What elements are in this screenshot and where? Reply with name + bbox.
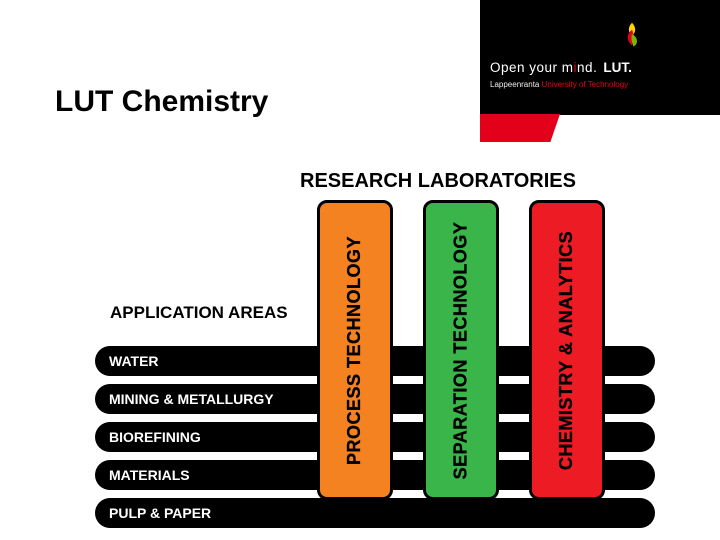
tagline: Open your mind. LUT. <box>490 60 715 75</box>
tagline-suffix: nd. <box>577 60 597 75</box>
bar-label: BIOREFINING <box>95 429 201 445</box>
bar-label: MINING & METALLURGY <box>95 391 274 407</box>
pillar-chemistry-analytics: CHEMISTRY & ANALYTICS <box>529 200 605 500</box>
pillar-label: SEPARATION TECHNOLOGY <box>451 221 472 479</box>
bar-pulp-paper: PULP & PAPER <box>95 498 655 528</box>
university-highlight: University of Technology <box>542 80 629 89</box>
tagline-prefix: Open your m <box>490 60 574 75</box>
lut-logo-icon <box>618 20 646 48</box>
bar-label: PULP & PAPER <box>95 505 211 521</box>
pillars-group: PROCESS TECHNOLOGY SEPARATION TECHNOLOGY… <box>317 200 605 500</box>
logo-leaf-green <box>631 34 637 47</box>
application-areas-label: APPLICATION AREAS <box>110 303 288 323</box>
university-prefix: Lappeenranta <box>490 80 542 89</box>
bar-label: MATERIALS <box>95 467 190 483</box>
pillar-label: PROCESS TECHNOLOGY <box>345 235 366 464</box>
university-name: Lappeenranta University of Technology <box>490 80 628 89</box>
pillar-process-technology: PROCESS TECHNOLOGY <box>317 200 393 500</box>
header-black-band <box>480 0 720 115</box>
labs-heading: RESEARCH LABORATORIES <box>300 170 576 193</box>
pillar-label: CHEMISTRY & ANALYTICS <box>557 230 578 469</box>
bar-label: WATER <box>95 353 159 369</box>
pillar-separation-technology: SEPARATION TECHNOLOGY <box>423 200 499 500</box>
page-title: LUT Chemistry <box>55 85 268 119</box>
tagline-text: Open your mind. <box>490 60 597 75</box>
red-flag-accent <box>480 114 560 142</box>
tagline-lut: LUT. <box>603 60 632 75</box>
